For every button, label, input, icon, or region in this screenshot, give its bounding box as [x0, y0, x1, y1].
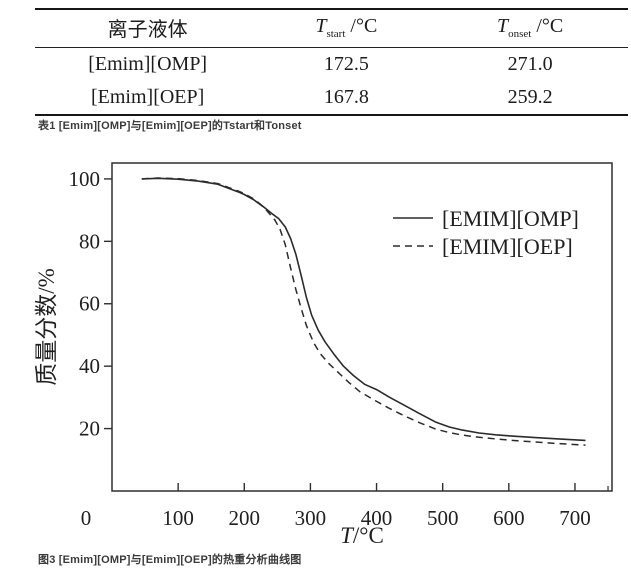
figure-caption: 图3 [Emim][OMP]与[Emim][OEP]的热重分析曲线图	[38, 554, 302, 566]
legend-label: [EMIM][OMP]	[442, 206, 579, 231]
x-tick-label: 300	[295, 506, 327, 530]
x-tick-label: 600	[493, 506, 525, 530]
col-header-ionic-liquid: 离子液体	[35, 9, 261, 48]
y-tick-label: 100	[69, 167, 101, 191]
curve--emim-oep-	[141, 177, 586, 446]
cell-tonset-value: 259.2	[507, 86, 553, 108]
cell-liquid-name: [Emim][OMP]	[88, 53, 208, 75]
x-tick-label: 0	[81, 506, 92, 530]
tstart-subscript: start	[326, 28, 346, 40]
table-header-row: 离子液体 Tstart /°C Tonset /°C	[35, 9, 628, 48]
x-axis-label: T/°C	[340, 523, 384, 548]
y-tick-label: 60	[79, 292, 100, 316]
tga-chart: 0 100 200 300 400 500 600 700 20 40 60 80 100 T/°C 质量分…	[34, 162, 613, 548]
x-tick-label: 200	[229, 506, 261, 530]
cell-tstart-value: 167.8	[323, 86, 369, 108]
x-tick-label: 700	[559, 506, 591, 530]
y-tick-label: 80	[79, 229, 100, 253]
plot-frame	[111, 162, 613, 492]
col-header-tstart: Tstart /°C	[260, 9, 433, 48]
tstart-symbol: T	[315, 15, 327, 37]
cell-tonset-value: 271.0	[507, 53, 553, 75]
x-tick-label: 500	[427, 506, 459, 530]
cell-liquid-name: [Emim][OEP]	[91, 86, 205, 108]
tonset-subscript: onset	[508, 28, 532, 40]
tonset-unit: /°C	[531, 15, 564, 37]
curve--emim-omp-	[141, 177, 586, 442]
y-axis-label: 质量分数/%	[34, 268, 59, 386]
y-tick-label: 40	[79, 354, 100, 378]
ionic-liquid-table: 离子液体 Tstart /°C Tonset /°C [Emim][OMP] 1…	[35, 8, 628, 116]
table-row: [Emim][OEP] 167.8 259.2	[35, 81, 628, 115]
x-tick-label: 400	[361, 506, 393, 530]
legend-label: [EMIM][OEP]	[442, 234, 573, 259]
y-tick-label: 20	[79, 417, 100, 441]
col-header-tonset: Tonset /°C	[432, 9, 628, 48]
x-tick-label: 100	[162, 506, 194, 530]
table-row: [Emim][OMP] 172.5 271.0	[35, 48, 628, 82]
tstart-unit: /°C	[345, 15, 378, 37]
table-caption: 表1 [Emim][OMP]与[Emim][OEP]的Tstart和Tonset	[38, 120, 302, 132]
tonset-symbol: T	[497, 15, 509, 37]
cell-tstart-value: 172.5	[323, 53, 369, 75]
